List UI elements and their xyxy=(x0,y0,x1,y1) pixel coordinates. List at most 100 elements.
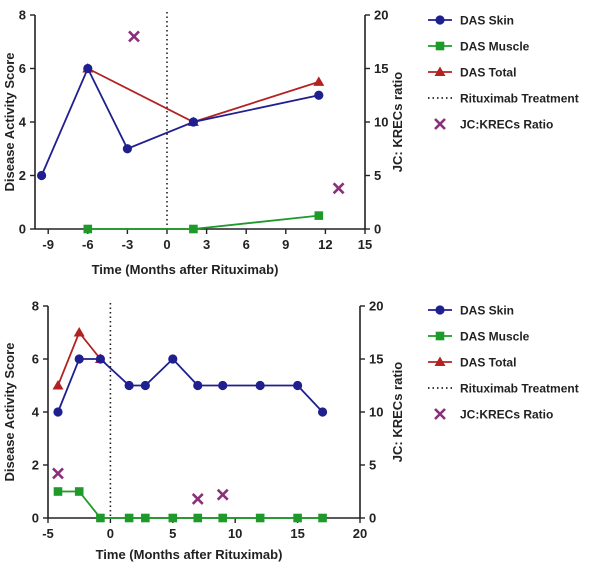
data-point xyxy=(74,354,84,364)
x-tick-label: -9 xyxy=(42,237,54,252)
data-point xyxy=(53,407,63,417)
y-axis-label: Disease Activity Score xyxy=(2,343,17,482)
data-point xyxy=(188,117,198,127)
data-point xyxy=(95,354,106,364)
x-tick-label: -5 xyxy=(42,526,54,541)
y2-tick-label: 15 xyxy=(369,352,383,367)
y-tick-label: 4 xyxy=(32,405,40,420)
x-axis-label: Time (Months after Rituximab) xyxy=(96,547,283,562)
legend-item: DAS Muscle xyxy=(428,330,530,344)
y2-tick-label: 15 xyxy=(374,61,388,76)
y-tick-label: 6 xyxy=(32,352,39,367)
y-tick-label: 0 xyxy=(32,511,39,526)
data-point xyxy=(318,513,327,523)
y-tick-label: 2 xyxy=(32,458,39,473)
series-jc-krecs-ratio xyxy=(128,30,345,195)
legend-label: Rituximab Treatment xyxy=(460,92,579,106)
legend-label: DAS Total xyxy=(460,356,516,370)
x-axis-label: Time (Months after Rituximab) xyxy=(92,262,279,277)
data-point xyxy=(255,513,265,523)
x-tick-label: 20 xyxy=(353,526,367,541)
data-point xyxy=(332,182,345,195)
legend-label: JC:KRECs Ratio xyxy=(460,118,553,132)
data-point xyxy=(193,380,203,391)
legend-marker xyxy=(435,331,445,341)
y2-axis-label: JC: KRECs ratio xyxy=(390,362,405,462)
legend-marker xyxy=(435,305,445,315)
legend-item: DAS Total xyxy=(428,66,516,80)
y-axis-label: Disease Activity Score xyxy=(2,53,17,192)
series-line xyxy=(87,214,319,230)
legend: DAS Skin DAS Muscle DAS Total Rituximab Tre… xyxy=(428,304,579,422)
data-point xyxy=(128,30,140,43)
data-point xyxy=(124,513,134,523)
x-tick-label: 15 xyxy=(290,526,304,541)
data-point xyxy=(122,144,132,154)
y-tick-label: 4 xyxy=(19,115,27,130)
legend-item: Rituximab Treatment xyxy=(428,92,579,106)
y-tick-label: 8 xyxy=(19,8,26,23)
data-point xyxy=(168,513,178,523)
legend-marker xyxy=(435,15,445,25)
y2-tick-label: 10 xyxy=(374,115,388,130)
data-point xyxy=(124,380,134,391)
legend-marker xyxy=(434,408,446,420)
x-tick-label: 10 xyxy=(228,526,242,541)
data-point xyxy=(218,380,228,391)
legend-label: DAS Muscle xyxy=(460,330,530,344)
series-line xyxy=(40,66,319,176)
data-point xyxy=(218,513,228,523)
data-point xyxy=(189,224,198,234)
data-point xyxy=(293,513,302,523)
y2-tick-label: 5 xyxy=(374,168,381,183)
legend-item: Rituximab Treatment xyxy=(428,382,579,396)
series-das-muscle xyxy=(53,487,327,523)
x-tick-label: 12 xyxy=(318,237,332,252)
y-tick-label: 8 xyxy=(32,299,39,314)
series-das-skin xyxy=(37,63,324,181)
series-das-skin xyxy=(53,354,328,417)
legend-item: JC:KRECs Ratio xyxy=(434,408,553,422)
series-das-total xyxy=(82,63,325,126)
legend-item: DAS Skin xyxy=(428,304,514,318)
data-point xyxy=(141,513,150,523)
legend-item: JC:KRECs Ratio xyxy=(434,118,553,132)
legend-item: DAS Total xyxy=(428,356,516,370)
legend-label: DAS Skin xyxy=(460,14,514,28)
series-line xyxy=(57,357,324,413)
x-tick-label: 6 xyxy=(243,237,250,252)
legend: DAS Skin DAS Muscle DAS Total Rituximab Tre… xyxy=(428,14,579,132)
data-point xyxy=(83,224,93,234)
y2-tick-label: 10 xyxy=(369,405,383,420)
x-tick-label: -6 xyxy=(82,237,94,252)
x-tick-label: 3 xyxy=(203,237,210,252)
data-point xyxy=(193,513,203,523)
legend-item: DAS Skin xyxy=(428,14,514,28)
data-point xyxy=(255,380,265,391)
y2-axis-label: JC: KRECs ratio xyxy=(390,72,405,172)
y2-tick-label: 0 xyxy=(374,222,381,237)
data-point xyxy=(313,76,325,86)
x-tick-label: 9 xyxy=(282,237,289,252)
data-point xyxy=(83,63,93,74)
legend-marker xyxy=(434,118,446,130)
legend-marker xyxy=(435,41,445,51)
legend-label: Rituximab Treatment xyxy=(460,382,579,396)
data-point xyxy=(52,467,64,480)
legend-marker xyxy=(434,66,446,76)
y2-tick-label: 20 xyxy=(374,8,388,23)
y2-tick-label: 20 xyxy=(369,299,383,314)
data-point xyxy=(96,513,105,523)
y2-tick-label: 5 xyxy=(369,458,376,473)
data-point xyxy=(317,407,328,417)
data-point xyxy=(216,488,229,501)
legend-label: DAS Skin xyxy=(460,304,514,318)
data-point xyxy=(314,211,324,220)
data-point xyxy=(73,327,85,337)
legend-label: DAS Muscle xyxy=(460,40,530,54)
x-tick-label: 0 xyxy=(163,237,170,252)
data-point xyxy=(191,493,204,505)
